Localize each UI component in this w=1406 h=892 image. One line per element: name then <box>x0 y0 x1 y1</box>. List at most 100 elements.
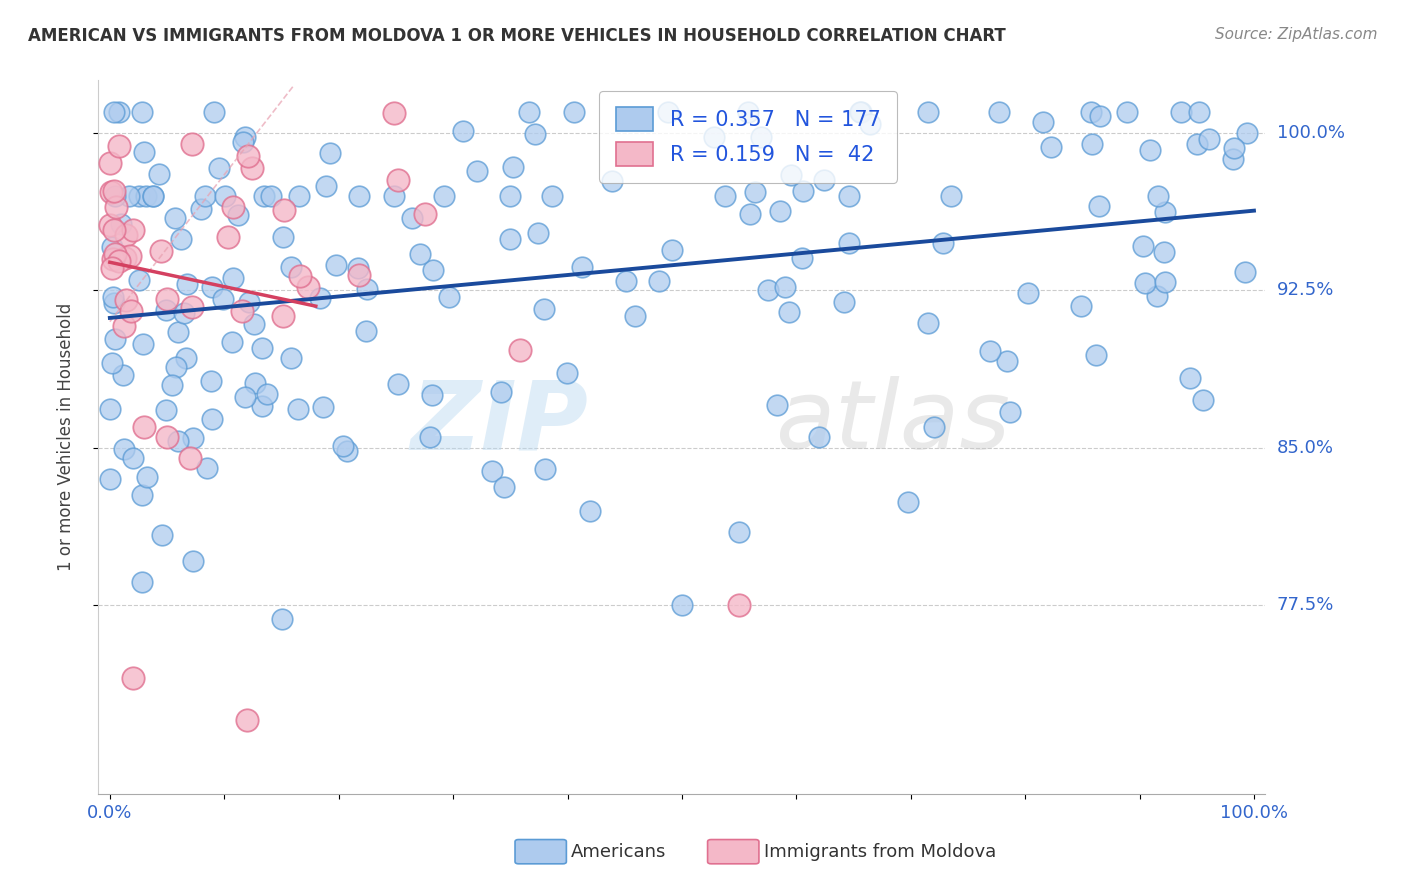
Point <box>290 269 312 284</box>
Point <box>917 316 939 330</box>
Point <box>297 280 319 294</box>
Point <box>766 398 789 412</box>
Point <box>922 419 945 434</box>
Point <box>1132 238 1154 252</box>
Point <box>1154 275 1177 289</box>
Point <box>100 185 122 199</box>
Point <box>517 104 540 119</box>
Point <box>236 149 259 163</box>
Point <box>181 300 204 314</box>
Text: atlas: atlas <box>775 376 1011 469</box>
Point <box>433 188 456 202</box>
Point <box>222 270 245 285</box>
Point <box>98 218 121 232</box>
Text: 92.5%: 92.5% <box>1277 281 1334 299</box>
Point <box>135 188 157 202</box>
Point <box>319 146 342 161</box>
Point <box>1032 115 1054 129</box>
Point <box>336 444 359 458</box>
Point <box>931 235 953 250</box>
Point <box>509 343 531 357</box>
Point <box>148 168 170 182</box>
Point <box>998 405 1021 419</box>
Point <box>1223 140 1246 154</box>
Point <box>1191 392 1213 407</box>
Point <box>347 268 370 283</box>
Point <box>744 185 766 199</box>
Point <box>347 260 370 275</box>
Point <box>232 135 254 149</box>
Point <box>987 104 1010 119</box>
Point <box>287 402 309 417</box>
Point <box>614 274 637 288</box>
Point <box>273 203 295 218</box>
Text: 100.0%: 100.0% <box>1277 124 1344 142</box>
Text: Americans: Americans <box>571 843 666 861</box>
Point <box>131 488 153 502</box>
Point <box>851 104 873 119</box>
Point <box>121 223 143 237</box>
Point <box>128 188 150 202</box>
Point <box>769 204 792 219</box>
Point <box>114 252 136 266</box>
Text: ZIP: ZIP <box>411 376 589 469</box>
Point <box>502 160 524 174</box>
Point <box>181 554 204 568</box>
Point <box>571 260 593 275</box>
Point <box>848 104 870 119</box>
Point <box>156 430 179 444</box>
Point <box>160 377 183 392</box>
Point <box>1081 137 1104 152</box>
Point <box>104 247 127 261</box>
Point <box>131 575 153 590</box>
Point <box>236 714 259 728</box>
Point <box>226 208 249 222</box>
Point <box>778 305 800 319</box>
Point <box>413 207 436 221</box>
Point <box>562 104 585 119</box>
Point <box>112 319 135 334</box>
Point <box>121 672 143 686</box>
Point <box>420 388 443 402</box>
Point <box>713 188 735 202</box>
Point <box>838 235 860 250</box>
Point <box>541 188 564 202</box>
Point <box>208 161 231 175</box>
Point <box>260 188 283 202</box>
Point <box>422 262 444 277</box>
Point <box>103 223 125 237</box>
Point <box>647 275 669 289</box>
Point <box>792 184 814 198</box>
Point <box>110 217 132 231</box>
Point <box>671 598 693 612</box>
FancyBboxPatch shape <box>707 839 759 863</box>
Point <box>728 598 751 612</box>
Point <box>155 402 177 417</box>
Point <box>243 318 266 332</box>
Point <box>315 178 337 193</box>
Point <box>813 172 835 186</box>
Point <box>181 137 204 152</box>
Point <box>382 188 405 202</box>
Point <box>1146 289 1168 303</box>
Point <box>1236 126 1258 140</box>
Point <box>498 232 520 246</box>
Point <box>740 207 762 221</box>
Point <box>387 172 409 186</box>
Point <box>166 359 188 374</box>
Point <box>181 431 204 445</box>
Point <box>174 351 197 365</box>
Point <box>280 351 302 365</box>
Point <box>212 292 235 306</box>
Point <box>101 240 124 254</box>
Point <box>579 503 602 517</box>
Point <box>118 188 141 202</box>
Point <box>838 188 860 202</box>
Point <box>100 261 122 276</box>
Point <box>494 480 516 494</box>
Point <box>437 290 460 304</box>
Point <box>354 324 377 338</box>
Point <box>98 472 121 486</box>
Point <box>250 399 273 413</box>
Point <box>780 168 803 182</box>
